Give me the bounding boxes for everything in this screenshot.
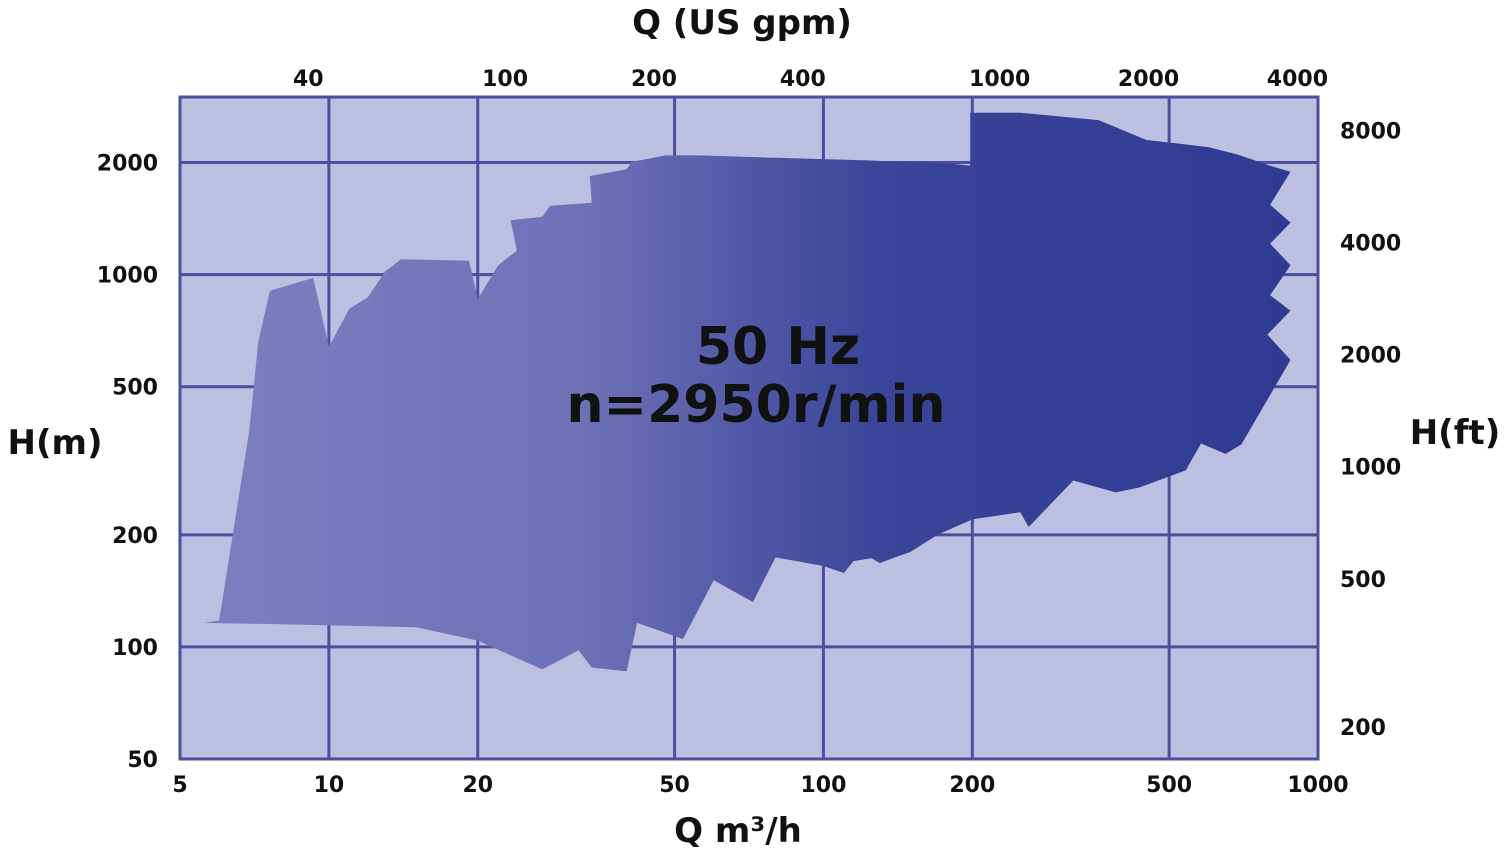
x-tick-label: 50 — [659, 773, 690, 798]
x-tick-label: 5 — [172, 773, 187, 798]
y-tick-label: 500 — [112, 376, 158, 401]
plot-frame — [178, 95, 1320, 761]
speed-label: n=2950r/min — [567, 375, 946, 435]
tick-labels: 5 10 20 50 100 200 500 1000 50 100 200 500 1000 2000 4… — [97, 67, 1401, 798]
y-axis-title: H(m) — [8, 423, 103, 463]
y-tick-label: 2000 — [97, 152, 158, 177]
y2-tick-label: 500 — [1340, 568, 1386, 593]
x2-axis-title: Q (US gpm) — [632, 3, 852, 43]
x-tick-label: 20 — [462, 773, 493, 798]
y2-axis-title: H(ft) — [1410, 413, 1501, 453]
y2-tick-label: 4000 — [1340, 232, 1401, 257]
x-tick-label: 500 — [1146, 773, 1192, 798]
x2-tick-label: 200 — [631, 67, 677, 92]
x2-tick-label: 400 — [780, 67, 826, 92]
y2-tick-label: 200 — [1340, 716, 1386, 741]
operating-range-envelope — [204, 112, 1291, 672]
x2-tick-label: 100 — [482, 67, 528, 92]
x2-tick-label: 4000 — [1267, 67, 1328, 92]
frequency-label: 50 Hz — [696, 317, 860, 377]
x2-tick-label: 40 — [293, 67, 324, 92]
y2-tick-label: 2000 — [1340, 344, 1401, 369]
y-tick-label: 200 — [112, 524, 158, 549]
y-tick-label: 1000 — [97, 264, 158, 289]
x-tick-label: 10 — [314, 773, 345, 798]
y2-tick-label: 8000 — [1340, 120, 1401, 145]
x-tick-label: 1000 — [1287, 773, 1348, 798]
x2-tick-label: 1000 — [969, 67, 1030, 92]
x-tick-label: 200 — [949, 773, 995, 798]
x-tick-label: 100 — [800, 773, 846, 798]
y-tick-label: 100 — [112, 636, 158, 661]
x-axis-title: Q m³/h — [674, 811, 802, 851]
x2-tick-label: 2000 — [1118, 67, 1179, 92]
y-tick-label: 50 — [127, 748, 158, 773]
y2-tick-label: 1000 — [1340, 456, 1401, 481]
